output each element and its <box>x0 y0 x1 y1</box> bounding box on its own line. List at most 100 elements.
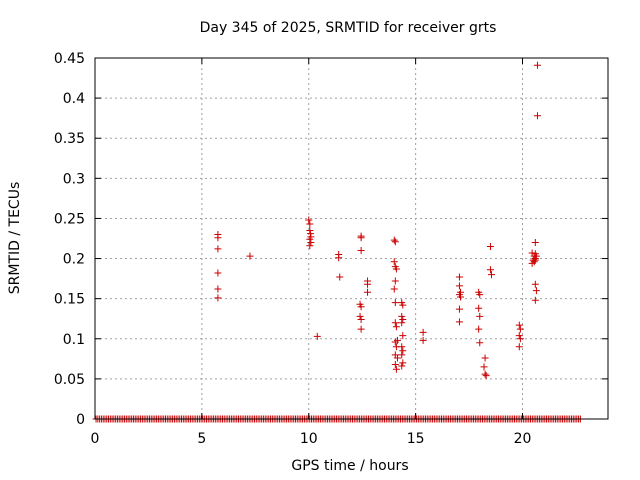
data-point <box>531 280 539 288</box>
y-tick-labels: 0 0.05 0.1 0.15 0.2 0.25 0.3 0.35 0.4 0.45 <box>54 51 85 428</box>
data-point <box>391 238 399 246</box>
data-point <box>306 242 314 250</box>
data-point <box>399 332 407 340</box>
data-point <box>214 269 222 277</box>
data-point <box>306 220 314 228</box>
x-tick-label: 0 <box>91 431 100 447</box>
data-point <box>531 239 539 247</box>
y-tick-label: 0 <box>76 412 85 428</box>
data-point <box>515 343 523 351</box>
data-point <box>246 252 254 260</box>
data-point <box>391 319 399 327</box>
y-tick-label: 0.2 <box>63 252 85 268</box>
data-point <box>531 296 539 304</box>
data-point <box>391 360 399 368</box>
x-tick-labels: 0 5 10 15 20 <box>91 431 532 447</box>
y-tick-label: 0.3 <box>63 171 85 187</box>
data-point <box>214 294 222 302</box>
y-tick-label: 0.05 <box>54 372 85 388</box>
data-point <box>476 339 484 347</box>
data-point <box>399 301 407 309</box>
data-point <box>398 319 406 327</box>
data-point <box>532 252 540 260</box>
axis-ticks <box>94 57 608 420</box>
data-point <box>516 335 524 343</box>
data-point <box>476 291 484 299</box>
x-tick-label: 10 <box>300 431 318 447</box>
data-point <box>357 316 365 324</box>
data-point <box>488 271 496 279</box>
data-point <box>357 325 365 333</box>
data-point <box>516 325 524 333</box>
data-point <box>357 234 365 242</box>
data-point <box>475 304 483 312</box>
plot-frame <box>94 57 609 420</box>
y-tick-label: 0.1 <box>63 332 85 348</box>
data-point <box>306 235 314 243</box>
data-point <box>399 347 407 355</box>
data-point <box>515 332 523 340</box>
data-point <box>391 299 399 307</box>
data-point <box>398 351 406 359</box>
data-point <box>455 273 463 281</box>
data-point <box>335 254 343 262</box>
data-point <box>392 265 400 273</box>
y-tick-label: 0.35 <box>54 131 85 147</box>
x-axis-label: GPS time / hours <box>291 458 408 474</box>
data-point <box>482 372 490 380</box>
data-point <box>364 288 372 296</box>
data-point <box>399 316 407 324</box>
data-point <box>475 325 483 333</box>
data-point <box>392 365 400 373</box>
chart-title: Day 345 of 2025, SRMTID for receiver grt… <box>200 20 497 36</box>
data-point <box>393 354 401 362</box>
data-points <box>214 61 541 380</box>
data-point <box>391 277 399 285</box>
data-point <box>457 293 465 301</box>
x-tick-label: 5 <box>197 431 206 447</box>
data-point <box>313 332 321 340</box>
data-point <box>486 243 494 251</box>
y-tick-label: 0.4 <box>63 91 85 107</box>
y-tick-label: 0.15 <box>54 292 85 308</box>
data-point <box>357 303 365 311</box>
data-point <box>390 285 398 293</box>
data-point <box>399 359 407 367</box>
data-point <box>528 259 536 267</box>
data-point <box>481 370 489 378</box>
data-point <box>336 273 344 281</box>
data-point <box>398 312 406 320</box>
data-point <box>481 354 489 362</box>
data-point <box>306 226 314 234</box>
data-point <box>455 282 463 290</box>
y-axis-label: SRMTID / TECUs <box>7 182 23 295</box>
data-point <box>419 336 427 344</box>
y-tick-label: 0.25 <box>54 211 85 227</box>
data-point <box>390 236 398 244</box>
x-tick-label: 20 <box>514 431 532 447</box>
data-point <box>214 285 222 293</box>
data-point <box>480 363 488 371</box>
y-tick-label: 0.45 <box>54 51 85 67</box>
data-point <box>533 112 541 120</box>
data-point <box>214 234 222 242</box>
data-point <box>390 258 398 266</box>
grid-lines <box>95 58 608 419</box>
data-point <box>398 362 406 370</box>
data-point <box>398 343 406 351</box>
data-point <box>391 338 399 346</box>
data-point <box>419 328 427 336</box>
data-point <box>532 287 540 295</box>
data-point <box>531 256 539 264</box>
data-point <box>533 61 541 69</box>
data-point <box>214 245 222 253</box>
x-tick-label: 15 <box>407 431 425 447</box>
data-point <box>455 305 463 313</box>
data-point <box>356 312 364 320</box>
data-point <box>455 318 463 326</box>
data-point <box>305 216 313 224</box>
data-point <box>307 239 315 247</box>
data-point <box>515 321 523 329</box>
data-point <box>476 312 484 320</box>
